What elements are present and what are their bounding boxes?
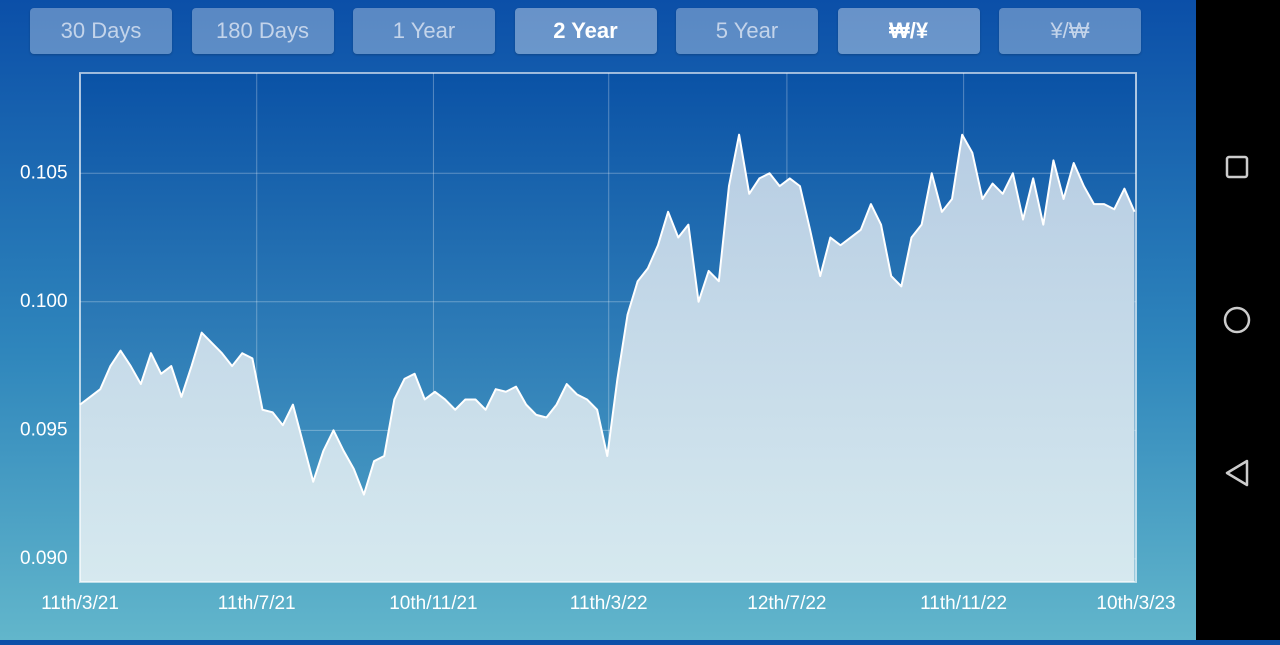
x-tick-label: 12th/7/22 (747, 593, 826, 614)
recents-button[interactable] (1225, 155, 1249, 179)
home-button[interactable] (1223, 306, 1251, 334)
y-tick-label: 0.100 (20, 291, 68, 312)
y-tick-label: 0.105 (20, 162, 68, 183)
range-button[interactable]: ₩/¥ (837, 8, 980, 54)
area-line (79, 133, 1136, 496)
x-tick-label: 11th/3/21 (41, 593, 119, 614)
y-tick-label: 0.095 (20, 419, 68, 440)
y-tick-label: 0.090 (20, 548, 68, 569)
x-tick-label: 11th/11/22 (920, 593, 1007, 614)
chart: 0.090 0.095 0.100 0.105 11th/3/21 11th/7/21 10… (20, 72, 1175, 614)
x-tick-label: 11th/7/21 (218, 593, 296, 614)
range-button[interactable]: 180 Days (191, 8, 334, 54)
plot-border (79, 72, 1137, 583)
nav-icons (1223, 155, 1251, 487)
range-button[interactable]: 30 Days (30, 8, 172, 54)
range-button[interactable]: 2 Year (514, 8, 657, 54)
range-button[interactable]: 1 Year (353, 8, 495, 54)
range-button[interactable]: ¥/₩ (999, 8, 1141, 54)
x-tick-label: 11th/3/22 (570, 593, 648, 614)
range-button[interactable]: 5 Year (676, 8, 818, 54)
back-button[interactable] (1225, 459, 1249, 487)
x-tick-label: 10th/11/21 (389, 593, 477, 614)
area-fill (80, 134, 1135, 583)
android-nav-bar (1196, 0, 1280, 640)
x-tick-label: 10th/3/23 (1096, 593, 1175, 614)
